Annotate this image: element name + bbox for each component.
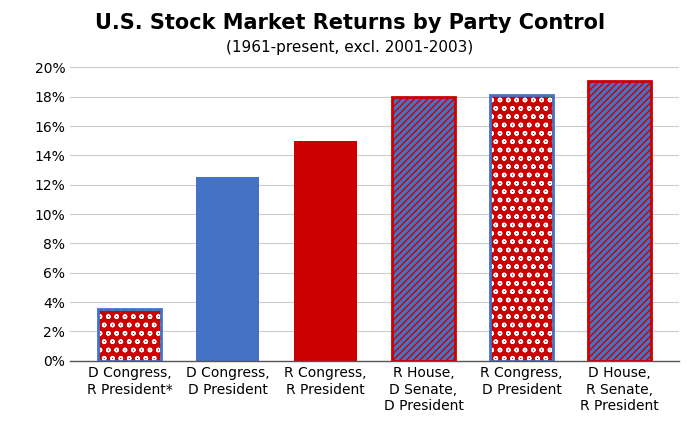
Bar <box>489 95 553 361</box>
Bar <box>587 81 651 361</box>
Text: (1961-present, excl. 2001-2003): (1961-present, excl. 2001-2003) <box>226 40 474 55</box>
Bar <box>98 309 162 361</box>
Bar <box>587 81 651 361</box>
Bar <box>294 141 358 361</box>
Bar <box>391 97 455 361</box>
Bar <box>489 95 553 361</box>
Bar <box>196 177 260 361</box>
Bar <box>98 309 162 361</box>
Bar <box>489 95 553 361</box>
Bar <box>391 97 455 361</box>
Bar <box>391 97 455 361</box>
Bar <box>587 81 651 361</box>
Bar <box>98 309 162 361</box>
Text: U.S. Stock Market Returns by Party Control: U.S. Stock Market Returns by Party Contr… <box>95 13 605 33</box>
